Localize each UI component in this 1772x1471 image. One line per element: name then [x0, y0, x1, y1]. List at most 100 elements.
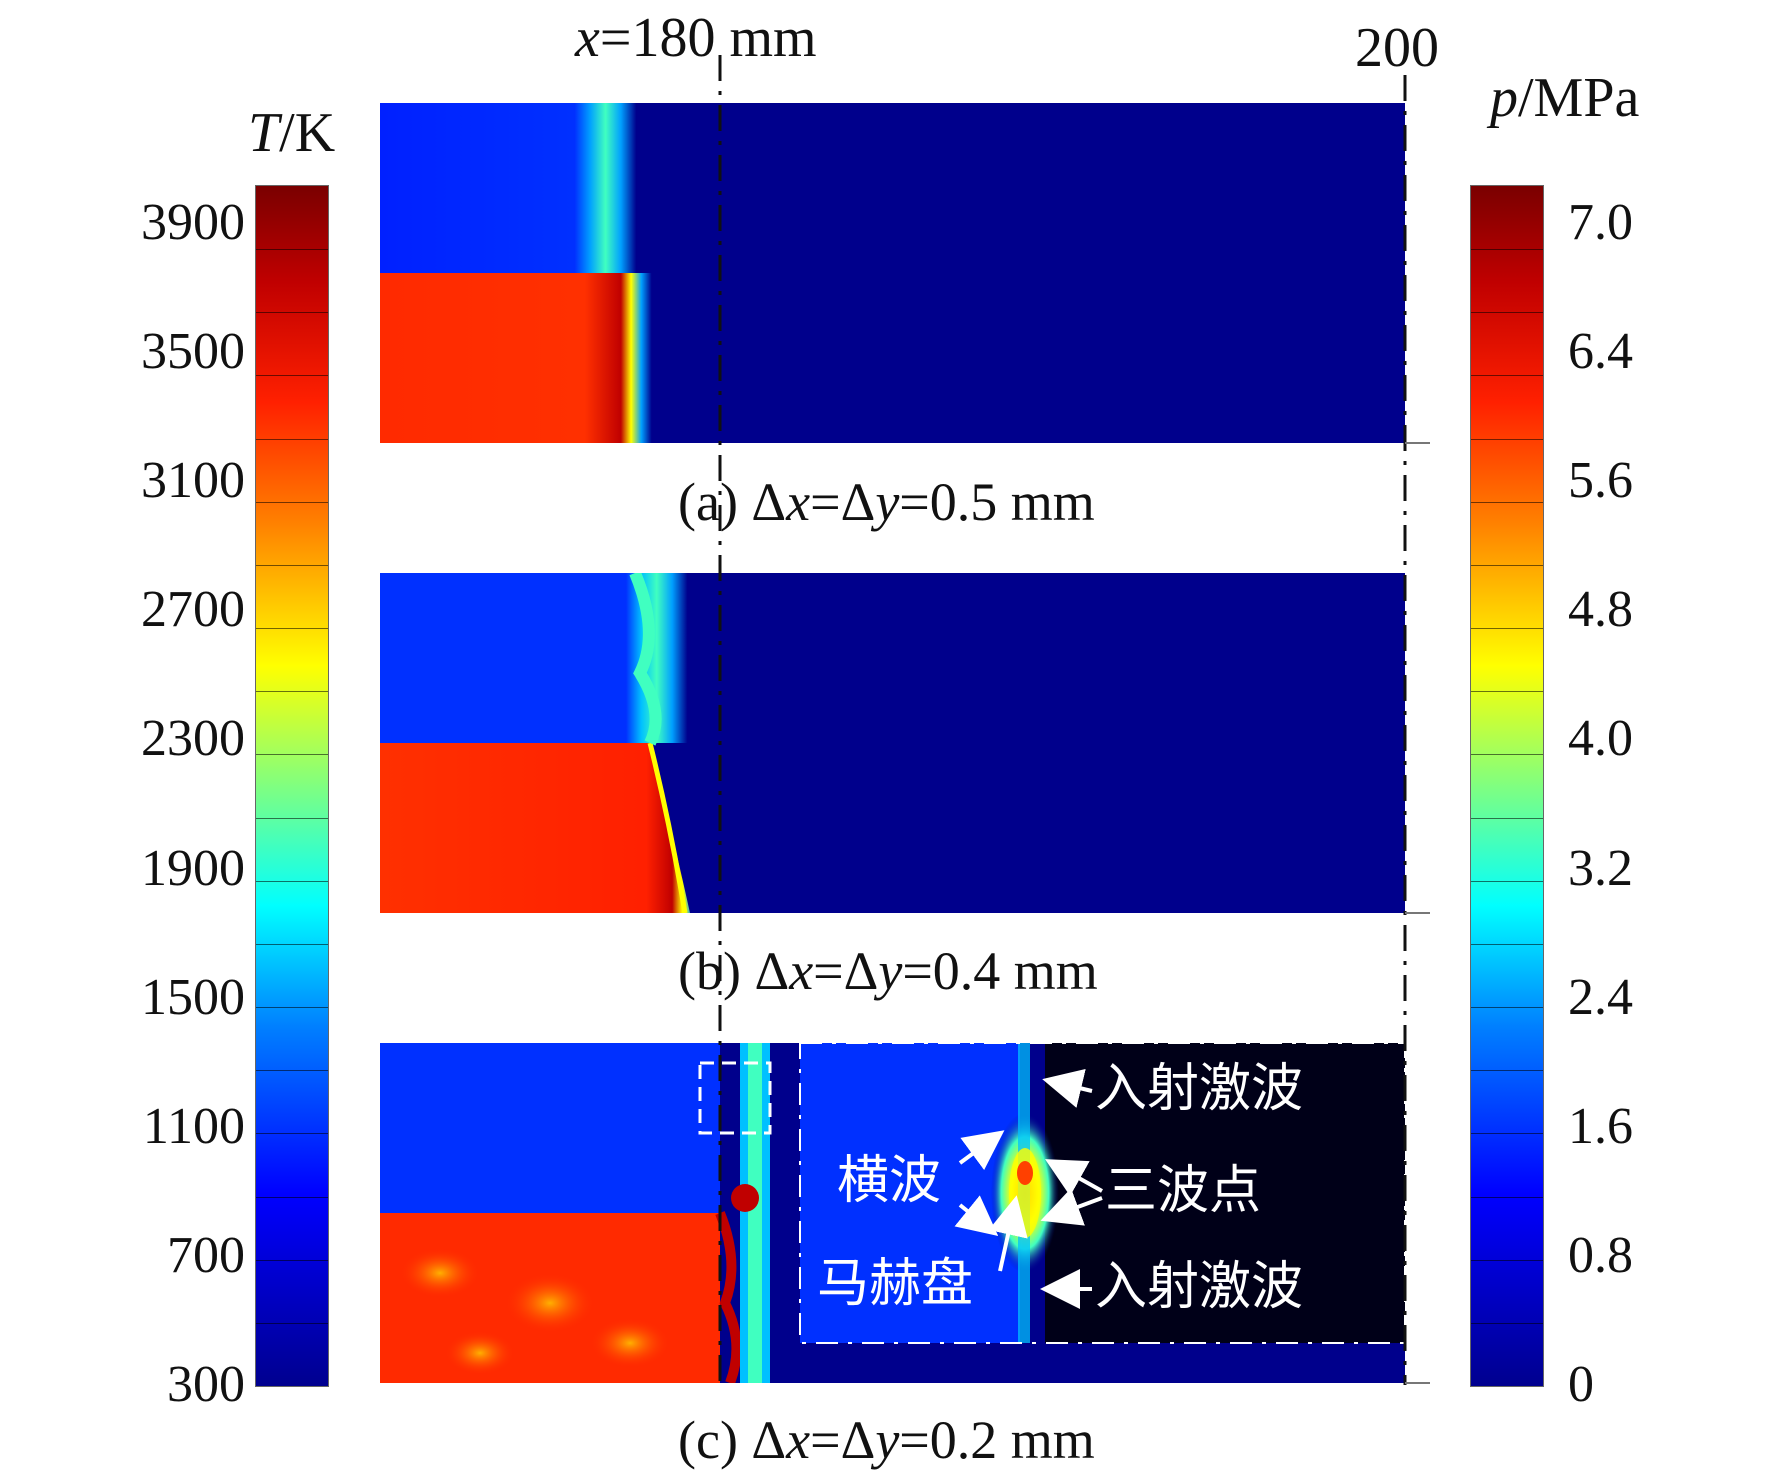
pressure-tick-label: 1.6: [1568, 1097, 1633, 1155]
pressure-var: p: [1490, 67, 1518, 129]
panel-a-caption: (a) Δx=Δy=0.5 mm: [678, 475, 1095, 529]
pressure-tick-label: 2.4: [1568, 968, 1633, 1026]
temperature-unit: /K: [279, 102, 336, 164]
pressure-tick-label: 3.2: [1568, 839, 1633, 897]
panel-c-caption-suffix: =0.2 mm: [899, 1410, 1095, 1470]
temperature-tick-label: 1100: [142, 1097, 245, 1155]
panel-b-caption-y: y: [878, 941, 903, 1001]
incident-shock-bottom-label: 入射激波: [1095, 1257, 1304, 1317]
pressure-band-line: [1471, 691, 1543, 693]
temperature-band-line: [256, 249, 328, 251]
panel-b-caption-mid: =Δ: [813, 941, 879, 1001]
pressure-unit: /MPa: [1518, 67, 1640, 129]
temperature-tick-label: 700: [167, 1226, 245, 1284]
panel-c-caption-y: y: [875, 1410, 900, 1470]
pressure-band-line: [1471, 375, 1543, 377]
temperature-colorbar-title: T/K: [248, 105, 335, 161]
pressure-band-line: [1471, 564, 1543, 566]
pressure-tick-label: 5.6: [1568, 452, 1633, 510]
panel-a-caption-y: y: [875, 472, 900, 532]
pressure-tick-label: 6.4: [1568, 323, 1633, 381]
temperature-tick-label: 3500: [141, 323, 245, 381]
pressure-band-line: [1471, 1259, 1543, 1261]
temperature-band-line: [256, 1070, 328, 1072]
panel-b-caption-x: x: [789, 941, 814, 1001]
pressure-tick-label: 0: [1568, 1356, 1594, 1413]
pressure-tick-label: 4.8: [1568, 581, 1633, 639]
panel-a-caption-x: x: [786, 472, 811, 532]
x180-label-rest: =180 mm: [599, 7, 817, 69]
pressure-band-line: [1471, 1133, 1543, 1135]
temperature-band-line: [256, 564, 328, 566]
annotation-arrows: [954, 1068, 1103, 1309]
arrow-incident-top: [1042, 1068, 1093, 1108]
panel-c-caption-prefix: (c) Δ: [678, 1410, 787, 1470]
pressure-tick-label: 0.8: [1568, 1226, 1633, 1284]
temperature-band-line: [256, 312, 328, 314]
temperature-band-line: [256, 375, 328, 377]
temperature-band-line: [256, 501, 328, 503]
panel-a-caption-suffix: =0.5 mm: [899, 472, 1095, 532]
temperature-band-line: [256, 628, 328, 630]
panel-c-caption-mid: =Δ: [810, 1410, 876, 1470]
pressure-band-line: [1471, 501, 1543, 503]
temperature-band-line: [256, 1133, 328, 1135]
temperature-var: T: [248, 102, 280, 164]
pressure-band-line: [1471, 628, 1543, 630]
temperature-tick-label: 2300: [141, 710, 245, 768]
pressure-tick-label: 4.0: [1568, 710, 1633, 768]
panel-a-caption-mid: =Δ: [810, 472, 876, 532]
temperature-band-line: [256, 1196, 328, 1198]
temperature-band-line: [256, 1259, 328, 1261]
panel-c-contour: 入射激波 横波 三波点 马赫盘 入射激波: [380, 1043, 1405, 1383]
pressure-tick-label: 7.0: [1568, 194, 1633, 251]
pressure-band-line: [1471, 1070, 1543, 1072]
arrow-transverse-upper: [958, 1130, 1005, 1171]
pressure-colorbar: [1470, 185, 1544, 1387]
temperature-band-line: [256, 943, 328, 945]
temperature-band-line: [256, 1322, 328, 1324]
temperature-tick-label: 1900: [141, 839, 245, 897]
arrow-transverse-lower: [954, 1195, 999, 1237]
temperature-tick-label: 2700: [141, 581, 245, 639]
temperature-band-line: [256, 691, 328, 693]
panel-b-field: [380, 573, 1405, 913]
arrow-triple-upper: [1045, 1159, 1103, 1197]
panel-b-caption: (b) Δx=Δy=0.4 mm: [678, 944, 1098, 998]
temperature-colorbar: [255, 185, 329, 1387]
temperature-band-line: [256, 1007, 328, 1009]
pressure-band-line: [1471, 249, 1543, 251]
temperature-tick-label: 3900: [141, 194, 245, 251]
pressure-band-line: [1471, 817, 1543, 819]
panel-c-caption: (c) Δx=Δy=0.2 mm: [678, 1413, 1095, 1467]
temperature-tick-label: 1500: [141, 968, 245, 1026]
x180-label-var: x: [575, 7, 600, 69]
temperature-tick-label: 300: [167, 1356, 245, 1413]
arrow-mach-stem: [988, 1195, 1028, 1272]
pressure-band-line: [1471, 1007, 1543, 1009]
pressure-band-line: [1471, 1196, 1543, 1198]
pressure-colorbar-title: p/MPa: [1490, 70, 1639, 126]
panel-c-caption-x: x: [786, 1410, 811, 1470]
panel-a-field: [380, 103, 1405, 443]
temperature-band-line: [256, 817, 328, 819]
panel-b-contour: [380, 573, 1405, 913]
panel-a-contour: [380, 103, 1405, 443]
temperature-band-line: [256, 754, 328, 756]
pressure-band-line: [1471, 754, 1543, 756]
temperature-band-line: [256, 880, 328, 882]
panel-b-caption-suffix: =0.4 mm: [902, 941, 1098, 1001]
panel-a-caption-prefix: (a) Δ: [678, 472, 787, 532]
pressure-band-line: [1471, 943, 1543, 945]
panel-b-caption-prefix: (b) Δ: [678, 941, 790, 1001]
pressure-band-line: [1471, 880, 1543, 882]
temperature-tick-label: 3100: [141, 452, 245, 510]
x180-label: x=180 mm: [575, 10, 817, 66]
temperature-band-line: [256, 438, 328, 440]
mach-stem-label: 马赫盘: [817, 1254, 974, 1314]
incident-shock-top-label: 入射激波: [1095, 1059, 1304, 1119]
triple-point-label: 三波点: [1105, 1161, 1262, 1221]
arrow-triple-lower: [1040, 1188, 1103, 1226]
pressure-band-line: [1471, 1322, 1543, 1324]
pressure-band-line: [1471, 438, 1543, 440]
